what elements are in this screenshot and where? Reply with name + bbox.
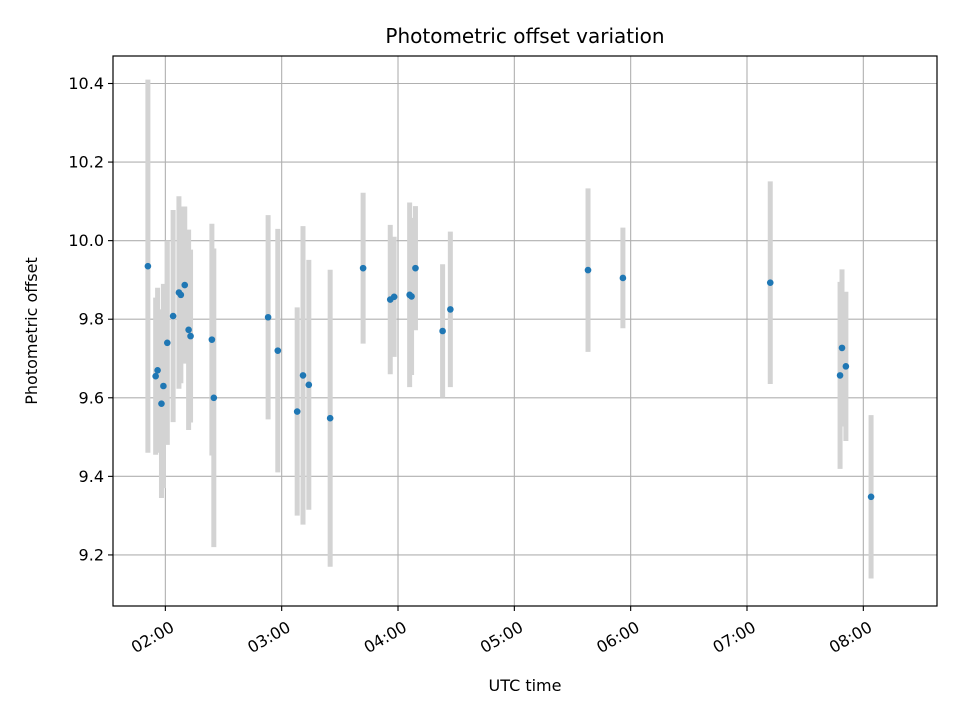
plot-area-frame — [112, 55, 938, 607]
y-tick-label: 10.0 — [68, 231, 104, 250]
data-point — [838, 344, 846, 352]
data-point — [326, 414, 334, 422]
data-point — [447, 306, 454, 313]
data-point — [177, 291, 185, 299]
data-point — [619, 274, 627, 282]
data-point — [305, 381, 313, 389]
data-point — [390, 293, 398, 301]
data-point — [185, 326, 192, 334]
y-axis-label: Photometric offset — [22, 257, 41, 405]
data-point — [439, 327, 446, 335]
data-point — [210, 394, 218, 402]
y-tick-label: 9.8 — [79, 310, 104, 329]
grid-lines — [113, 56, 937, 606]
data-point — [842, 363, 850, 370]
x-axis-label: UTC time — [489, 676, 562, 695]
y-tick-label: 9.2 — [79, 545, 104, 564]
data-point — [299, 372, 307, 379]
y-tick-label: 10.2 — [68, 153, 104, 172]
data-point — [154, 366, 161, 374]
data-point — [836, 372, 844, 379]
y-tick-label: 9.4 — [79, 467, 104, 486]
data-point — [766, 279, 774, 286]
y-tick-label: 9.6 — [79, 388, 104, 407]
data-point — [293, 408, 301, 415]
data-point — [181, 281, 189, 289]
data-point — [359, 264, 367, 272]
data-point — [412, 264, 419, 272]
data-point — [264, 313, 272, 321]
y-tick-label: 10.4 — [68, 74, 104, 93]
data-point — [169, 312, 177, 320]
data-point — [274, 347, 282, 354]
data-point — [158, 400, 165, 407]
data-point — [160, 382, 167, 390]
data-point — [152, 372, 159, 380]
chart-title: Photometric offset variation — [385, 24, 664, 48]
data-point — [163, 339, 171, 347]
data-point — [187, 332, 194, 340]
data-point — [867, 493, 875, 501]
data-point — [144, 262, 152, 270]
data-point — [208, 336, 216, 343]
y-axis-ticks: 9.2 9.4 9.6 9.8 10.0 10.2 10.4 — [68, 74, 113, 564]
data-point — [408, 293, 415, 300]
data-point — [584, 266, 592, 274]
data-points — [144, 262, 875, 501]
